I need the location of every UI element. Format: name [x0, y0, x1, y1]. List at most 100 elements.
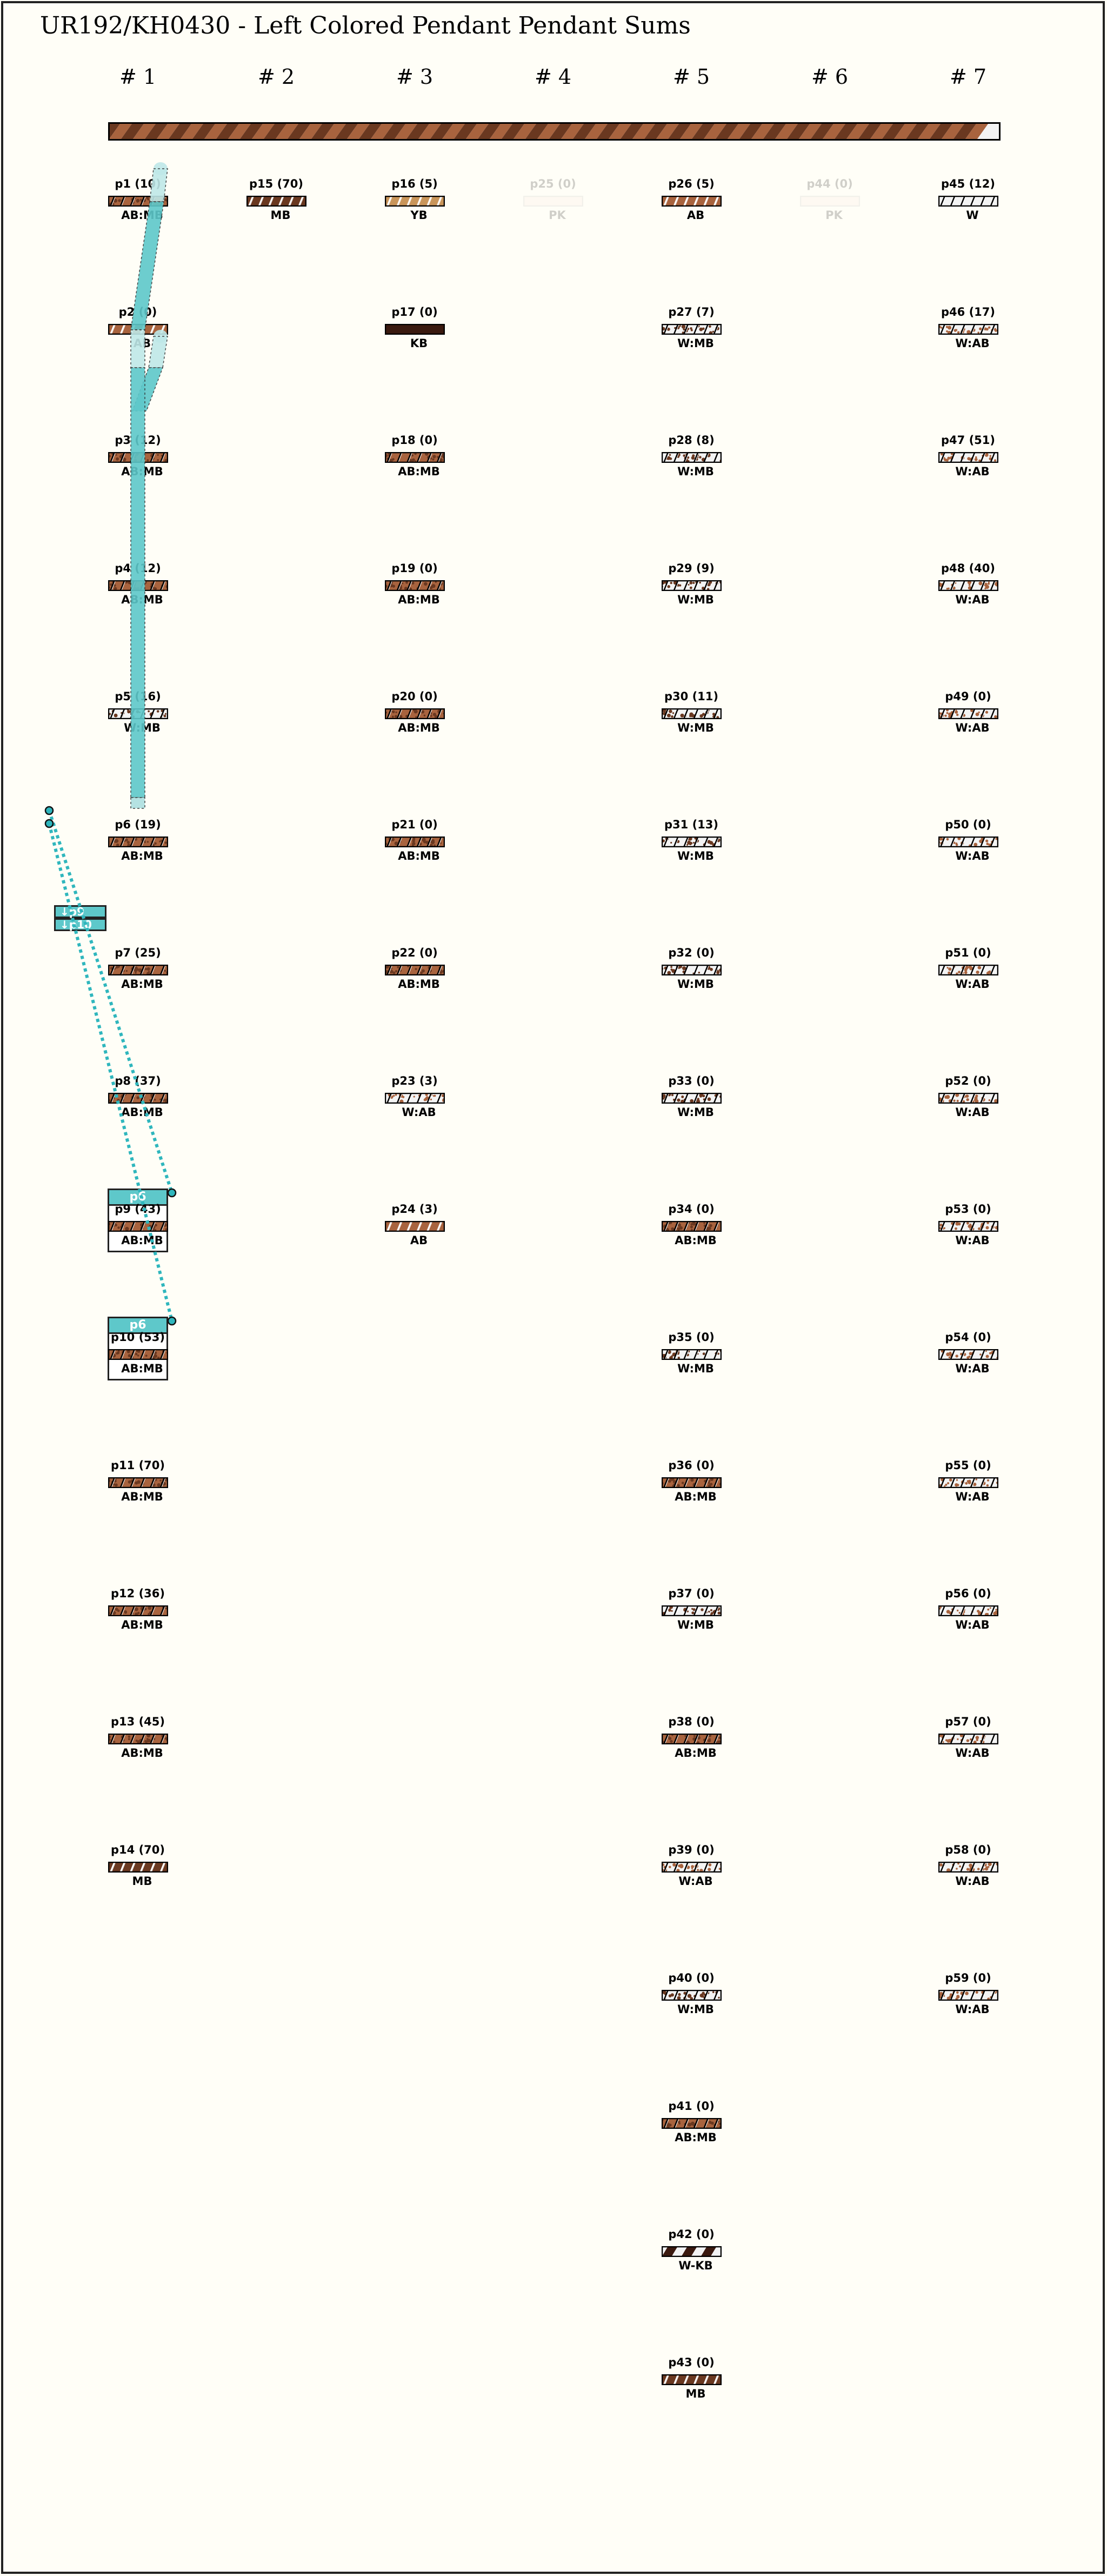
pendant-label[interactable]: p32 (0): [668, 946, 715, 959]
pendant-cord[interactable]: [938, 452, 998, 463]
pendant-cord[interactable]: [938, 1477, 998, 1488]
pendant-label[interactable]: p3 (12): [115, 434, 161, 447]
pendant-label[interactable]: p36 (0): [668, 1459, 715, 1472]
pendant-label[interactable]: p44 (0): [806, 177, 853, 190]
pendant-label[interactable]: p12 (36): [111, 1587, 165, 1600]
pendant-cord[interactable]: [108, 836, 168, 847]
pendant-label[interactable]: p34 (0): [668, 1203, 715, 1216]
pendant-cord[interactable]: [662, 1605, 722, 1616]
pendant-cord[interactable]: [108, 1221, 168, 1232]
pendant-label[interactable]: p41 (0): [668, 2100, 715, 2113]
pendant-label[interactable]: p39 (0): [668, 1843, 715, 1856]
pendant-cord[interactable]: [938, 1605, 998, 1616]
pendant-label[interactable]: p58 (0): [945, 1843, 991, 1856]
subsidiary-marker[interactable]: ↓p10: [54, 918, 106, 931]
pendant-label[interactable]: p20 (0): [391, 690, 438, 703]
pendant-label[interactable]: p24 (3): [391, 1203, 438, 1216]
pendant-label[interactable]: p2 (0): [118, 306, 157, 318]
pendant-cord[interactable]: [108, 1349, 168, 1360]
pendant-label[interactable]: p30 (11): [664, 690, 718, 703]
pendant-label[interactable]: p48 (40): [941, 562, 995, 575]
pendant-cord[interactable]: [385, 708, 445, 719]
pendant-cord[interactable]: [662, 324, 722, 335]
pendant-cord[interactable]: [246, 196, 306, 207]
pendant-cord[interactable]: [108, 324, 168, 335]
pendant-cord[interactable]: [108, 965, 168, 975]
pendant-label[interactable]: p31 (13): [664, 818, 718, 831]
pendant-cord[interactable]: [385, 324, 445, 335]
pendant-label[interactable]: p50 (0): [945, 818, 991, 831]
pendant-label[interactable]: p10 (53): [111, 1331, 165, 1344]
pendant-cord[interactable]: [938, 1734, 998, 1744]
pendant-label[interactable]: p21 (0): [391, 818, 438, 831]
pendant-cord[interactable]: [108, 1734, 168, 1744]
pendant-cord[interactable]: [662, 2246, 722, 2257]
pendant-cord[interactable]: [662, 1734, 722, 1744]
pendant-cord[interactable]: [385, 836, 445, 847]
pendant-cord[interactable]: [108, 580, 168, 591]
pendant-label[interactable]: p22 (0): [391, 946, 438, 959]
pendant-cord[interactable]: [108, 452, 168, 463]
pendant-cord[interactable]: [662, 1477, 722, 1488]
pendant-cord[interactable]: [662, 580, 722, 591]
pendant-label[interactable]: p57 (0): [945, 1715, 991, 1728]
pendant-cord[interactable]: [662, 836, 722, 847]
pendant-label[interactable]: p47 (51): [941, 434, 995, 447]
pendant-label[interactable]: p26 (5): [668, 177, 715, 190]
pendant-cord[interactable]: [662, 196, 722, 207]
pendant-label[interactable]: p46 (17): [941, 306, 995, 318]
pendant-cord[interactable]: [938, 1093, 998, 1104]
pendant-cord[interactable]: [662, 708, 722, 719]
pendant-label[interactable]: p38 (0): [668, 1715, 715, 1728]
pendant-cord[interactable]: [938, 580, 998, 591]
pendant-cord[interactable]: [108, 1862, 168, 1873]
pendant-cord[interactable]: [938, 1349, 998, 1360]
pendant-label[interactable]: p6 (19): [115, 818, 161, 831]
pendant-cord[interactable]: [938, 196, 998, 207]
pendant-cord[interactable]: [662, 1349, 722, 1360]
pendant-label[interactable]: p23 (3): [391, 1074, 438, 1087]
pendant-cord[interactable]: [662, 2118, 722, 2129]
pendant-label[interactable]: p13 (45): [111, 1715, 165, 1728]
pendant-label[interactable]: p45 (12): [941, 177, 995, 190]
pendant-label[interactable]: p17 (0): [391, 306, 438, 318]
pendant-cord[interactable]: [662, 452, 722, 463]
pendant-label[interactable]: p56 (0): [945, 1587, 991, 1600]
pendant-label[interactable]: p51 (0): [945, 946, 991, 959]
pendant-label[interactable]: p14 (70): [111, 1843, 165, 1856]
pendant-label[interactable]: p40 (0): [668, 1971, 715, 1984]
pendant-label[interactable]: p19 (0): [391, 562, 438, 575]
pendant-cord[interactable]: [938, 965, 998, 975]
pendant-cord[interactable]: [938, 324, 998, 335]
pendant-label[interactable]: p37 (0): [668, 1587, 715, 1600]
pendant-label[interactable]: p52 (0): [945, 1074, 991, 1087]
pendant-label[interactable]: p28 (8): [668, 434, 715, 447]
pendant-label[interactable]: p25 (0): [530, 177, 576, 190]
pendant-label[interactable]: p33 (0): [668, 1074, 715, 1087]
pendant-cord[interactable]: [108, 1477, 168, 1488]
pendant-cord[interactable]: [662, 2374, 722, 2385]
pendant-label[interactable]: p18 (0): [391, 434, 438, 447]
pendant-cord[interactable]: [385, 580, 445, 591]
pendant-label[interactable]: p43 (0): [668, 2356, 715, 2369]
pendant-label[interactable]: p4 (12): [115, 562, 161, 575]
pendant-cord[interactable]: [523, 196, 583, 207]
pendant-label[interactable]: p42 (0): [668, 2228, 715, 2241]
pendant-cord[interactable]: [662, 1221, 722, 1232]
pendant-cord[interactable]: [662, 1093, 722, 1104]
pendant-label[interactable]: p27 (7): [668, 306, 715, 318]
pendant-cord[interactable]: [108, 708, 168, 719]
pendant-cord[interactable]: [938, 836, 998, 847]
pendant-cord[interactable]: [938, 1862, 998, 1873]
pendant-cord[interactable]: [938, 708, 998, 719]
pendant-label[interactable]: p11 (70): [111, 1459, 165, 1472]
pendant-cord[interactable]: [385, 1221, 445, 1232]
pendant-cord[interactable]: [385, 196, 445, 207]
pendant-cord[interactable]: [385, 965, 445, 975]
pendant-label[interactable]: p53 (0): [945, 1203, 991, 1216]
pendant-cord[interactable]: [108, 1605, 168, 1616]
pendant-cord[interactable]: [662, 1862, 722, 1873]
pendant-cord[interactable]: [938, 1990, 998, 2001]
subsidiary-marker[interactable]: ↓p9: [54, 905, 106, 918]
pendant-label[interactable]: p29 (9): [668, 562, 715, 575]
